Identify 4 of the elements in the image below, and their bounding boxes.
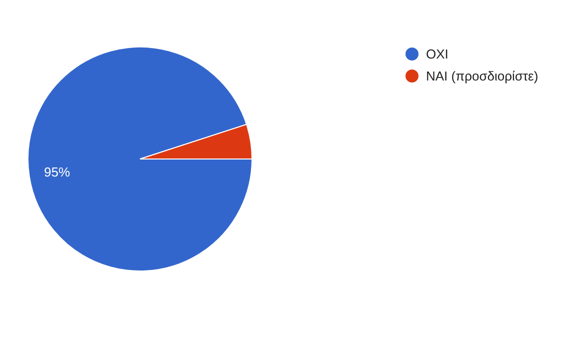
legend-label: NAI (προσδιορίστε) [426, 68, 538, 84]
legend-label: OXI [426, 46, 448, 62]
pie-slice [28, 46, 252, 272]
data-label: 95% [44, 164, 70, 180]
